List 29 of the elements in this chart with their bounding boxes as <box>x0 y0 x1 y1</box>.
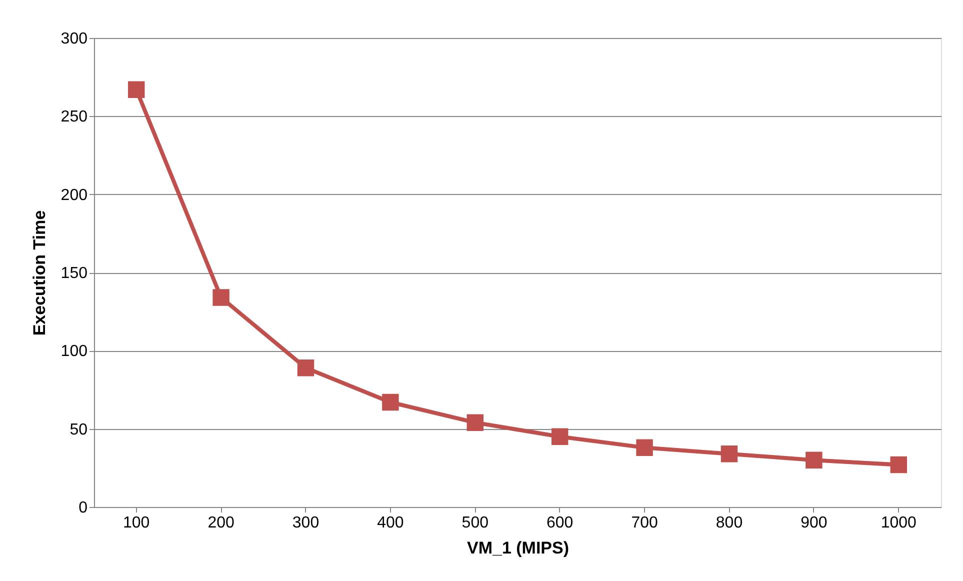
point <box>551 428 568 446</box>
y-axis-title: Execution Time <box>30 210 49 336</box>
y-tick-label: 50 <box>70 421 88 438</box>
x-tick-label: 800 <box>716 514 743 532</box>
point <box>212 289 230 306</box>
point <box>806 452 822 468</box>
y-tick-label: 150 <box>60 265 88 282</box>
point <box>382 394 399 411</box>
point <box>466 414 484 431</box>
point <box>636 439 653 456</box>
x-tick-label: 400 <box>377 514 404 532</box>
x-axis-title: VM_1 (MIPS) <box>466 538 570 558</box>
point <box>297 359 314 376</box>
point <box>890 456 908 474</box>
y-tick-label: 300 <box>60 30 88 48</box>
y-tick-label: 0 <box>78 500 88 516</box>
x-tick-label: 300 <box>292 514 320 532</box>
x-tick-label: 500 <box>462 514 489 532</box>
point <box>128 81 145 98</box>
x-tick-label: 1000 <box>880 514 917 532</box>
y-tick-label: 250 <box>60 108 88 126</box>
x-tick-label: 600 <box>546 514 574 532</box>
y-tick-label: 100 <box>60 343 88 360</box>
x-tick-label: 900 <box>800 514 828 532</box>
x-tick-label: 700 <box>631 514 658 532</box>
x-tick-label: 100 <box>123 514 150 532</box>
y-tick-label: 200 <box>60 186 88 204</box>
point <box>720 445 738 462</box>
x-tick-label: 200 <box>208 514 234 532</box>
